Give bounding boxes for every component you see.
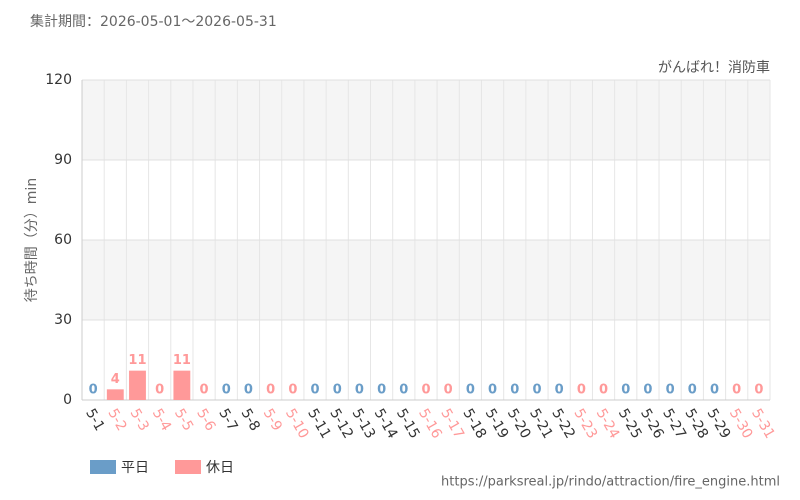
data-label: 0 xyxy=(577,383,586,398)
x-tick-label: 5-5 xyxy=(171,406,196,434)
y-tick-label: 120 xyxy=(45,72,72,88)
bar xyxy=(173,370,191,400)
plot-band xyxy=(82,240,770,320)
data-label: 0 xyxy=(89,383,98,398)
y-axis-label: 待ち時間（分）min xyxy=(24,178,40,302)
x-tick-label: 5-3 xyxy=(127,406,152,434)
bar xyxy=(106,389,124,400)
data-label: 0 xyxy=(466,383,475,398)
y-tick-label: 30 xyxy=(54,312,72,328)
data-label: 0 xyxy=(311,383,320,398)
data-label: 0 xyxy=(333,383,342,398)
data-label: 0 xyxy=(710,383,719,398)
data-label: 0 xyxy=(754,383,763,398)
x-tick-label: 5-6 xyxy=(193,406,218,434)
data-label: 0 xyxy=(532,383,541,398)
data-label: 4 xyxy=(111,372,120,387)
source-url: https://parksreal.jp/rindo/attraction/fi… xyxy=(441,475,780,490)
data-label: 0 xyxy=(666,383,675,398)
data-label: 0 xyxy=(621,383,630,398)
data-label: 0 xyxy=(355,383,364,398)
data-label: 0 xyxy=(488,383,497,398)
data-label: 0 xyxy=(732,383,741,398)
x-tick-label: 5-2 xyxy=(104,406,129,434)
data-label: 0 xyxy=(377,383,386,398)
chart-title: がんばれ！消防車 xyxy=(658,59,770,76)
data-label: 0 xyxy=(688,383,697,398)
y-tick-label: 60 xyxy=(54,232,72,248)
data-label: 0 xyxy=(555,383,564,398)
data-label: 0 xyxy=(155,383,164,398)
data-label: 0 xyxy=(266,383,275,398)
legend-label: 休日 xyxy=(206,460,234,476)
period-header: 集計期間：2026-05-01～2026-05-31 xyxy=(30,13,277,30)
data-label: 0 xyxy=(444,383,453,398)
data-label: 0 xyxy=(200,383,209,398)
data-label: 0 xyxy=(510,383,519,398)
data-label: 0 xyxy=(288,383,297,398)
x-tick-label: 5-1 xyxy=(82,406,107,434)
legend-swatch xyxy=(175,460,201,474)
data-label: 11 xyxy=(128,353,146,368)
data-label: 0 xyxy=(244,383,253,398)
data-label: 0 xyxy=(421,383,430,398)
x-tick-label: 5-8 xyxy=(238,406,263,434)
plot-band xyxy=(82,80,770,160)
y-tick-label: 90 xyxy=(54,152,72,168)
x-tick-label: 5-7 xyxy=(215,406,240,434)
legend-label: 平日 xyxy=(121,460,149,476)
data-label: 0 xyxy=(599,383,608,398)
x-tick-label: 5-31 xyxy=(748,406,778,442)
x-tick-label: 5-4 xyxy=(149,406,174,434)
x-tick-label: 5-9 xyxy=(260,406,285,434)
legend-swatch xyxy=(90,460,116,474)
bar xyxy=(129,370,146,400)
y-tick-label: 0 xyxy=(63,392,72,408)
data-label: 0 xyxy=(399,383,408,398)
data-label: 11 xyxy=(173,353,191,368)
data-label: 0 xyxy=(643,383,652,398)
data-label: 0 xyxy=(222,383,231,398)
